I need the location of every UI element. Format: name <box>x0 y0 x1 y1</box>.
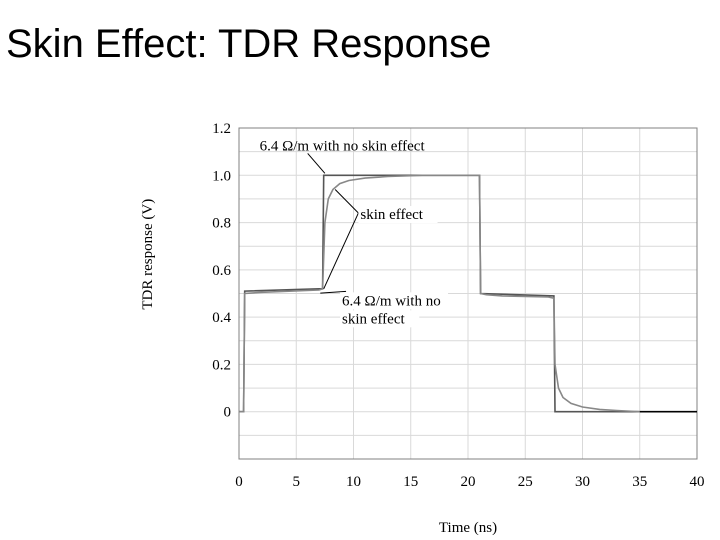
annotation-skin-text: skin effect <box>360 207 423 223</box>
x-tick-label: 40 <box>690 474 705 490</box>
tick-labels: 0 5 10 15 20 25 30 35 40 0 0.2 0.4 0.6 0.8 1.0 1.2 <box>212 121 704 490</box>
annotation-leader <box>320 290 347 294</box>
y-tick-label: 1.0 <box>212 168 231 184</box>
x-tick-label: 5 <box>293 474 301 490</box>
x-axis-title: Time (ns) <box>439 520 497 536</box>
annotation-layer: 6.4 Ω/m with no skin effect skin effect 6.… <box>260 138 449 328</box>
series-line-skin <box>239 174 640 413</box>
slide-title: Skin Effect: TDR Response <box>6 22 492 66</box>
x-tick-label: 35 <box>632 474 647 490</box>
annotation-leader <box>307 153 326 174</box>
x-tick-label: 10 <box>346 474 361 490</box>
plot-frame <box>238 127 698 460</box>
y-tick-label: 0.6 <box>212 263 231 279</box>
annotation-leader <box>323 212 359 289</box>
annotation-background <box>358 206 438 224</box>
y-axis-title: TDR response (V) <box>140 199 156 310</box>
y-tick-label: 0.2 <box>212 357 231 373</box>
annotation-background <box>340 310 420 328</box>
y-tick-label: 1.2 <box>212 121 231 137</box>
annotation-top-text: 6.4 Ω/m with no skin effect <box>260 138 426 154</box>
series-layer <box>239 174 697 413</box>
grid <box>238 127 698 460</box>
y-tick-label: 0 <box>224 405 232 421</box>
y-tick-label: 0.4 <box>212 310 231 326</box>
x-tick-label: 20 <box>461 474 476 490</box>
annotation-leader <box>334 189 359 214</box>
x-tick-label: 25 <box>518 474 533 490</box>
annotation-bottom-text: skin effect <box>342 311 405 327</box>
x-tick-label: 15 <box>403 474 418 490</box>
annotation-background <box>340 292 449 310</box>
annotation-bottom-text: 6.4 Ω/m with no <box>342 293 441 309</box>
x-tick-label: 30 <box>575 474 590 490</box>
y-tick-label: 0.8 <box>212 216 231 232</box>
x-tick-label: 0 <box>235 474 243 490</box>
